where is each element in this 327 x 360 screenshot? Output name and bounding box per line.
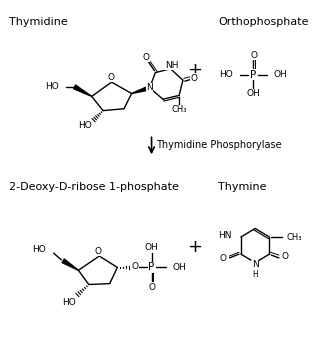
Text: Thymidine Phosphorylase: Thymidine Phosphorylase	[156, 140, 282, 150]
Text: O: O	[142, 53, 149, 62]
Text: O: O	[251, 51, 258, 60]
Text: CH₃: CH₃	[171, 105, 187, 114]
Text: OH: OH	[172, 263, 186, 272]
Text: P: P	[148, 262, 155, 273]
Text: HN: HN	[218, 231, 232, 240]
Text: CH₃: CH₃	[286, 233, 302, 242]
Text: N: N	[252, 260, 259, 269]
Text: OH: OH	[273, 70, 287, 79]
Text: HO: HO	[45, 82, 59, 91]
Text: O: O	[220, 255, 227, 264]
Text: Thymine: Thymine	[218, 182, 267, 192]
Text: HO: HO	[219, 70, 233, 79]
Text: Thymidine: Thymidine	[9, 17, 68, 27]
Text: HO: HO	[62, 298, 76, 307]
Polygon shape	[131, 86, 150, 94]
Polygon shape	[62, 259, 78, 270]
Text: O: O	[95, 247, 102, 256]
Text: O: O	[282, 252, 289, 261]
Text: Orthophosphate: Orthophosphate	[218, 17, 309, 27]
Text: O: O	[107, 73, 114, 82]
Text: N: N	[146, 83, 153, 92]
Text: O: O	[132, 262, 139, 271]
Text: OH: OH	[145, 243, 158, 252]
Text: O: O	[149, 283, 156, 292]
Text: +: +	[187, 238, 202, 256]
Text: HO: HO	[32, 245, 46, 254]
Text: +: +	[187, 61, 202, 79]
Polygon shape	[74, 85, 92, 96]
Text: H: H	[252, 270, 258, 279]
Text: O: O	[191, 74, 198, 83]
Text: P: P	[250, 69, 256, 80]
Text: OH: OH	[246, 89, 260, 98]
Text: HO: HO	[78, 121, 92, 130]
Text: NH: NH	[165, 60, 178, 69]
Text: 2-Deoxy-D-ribose 1-phosphate: 2-Deoxy-D-ribose 1-phosphate	[9, 182, 179, 192]
